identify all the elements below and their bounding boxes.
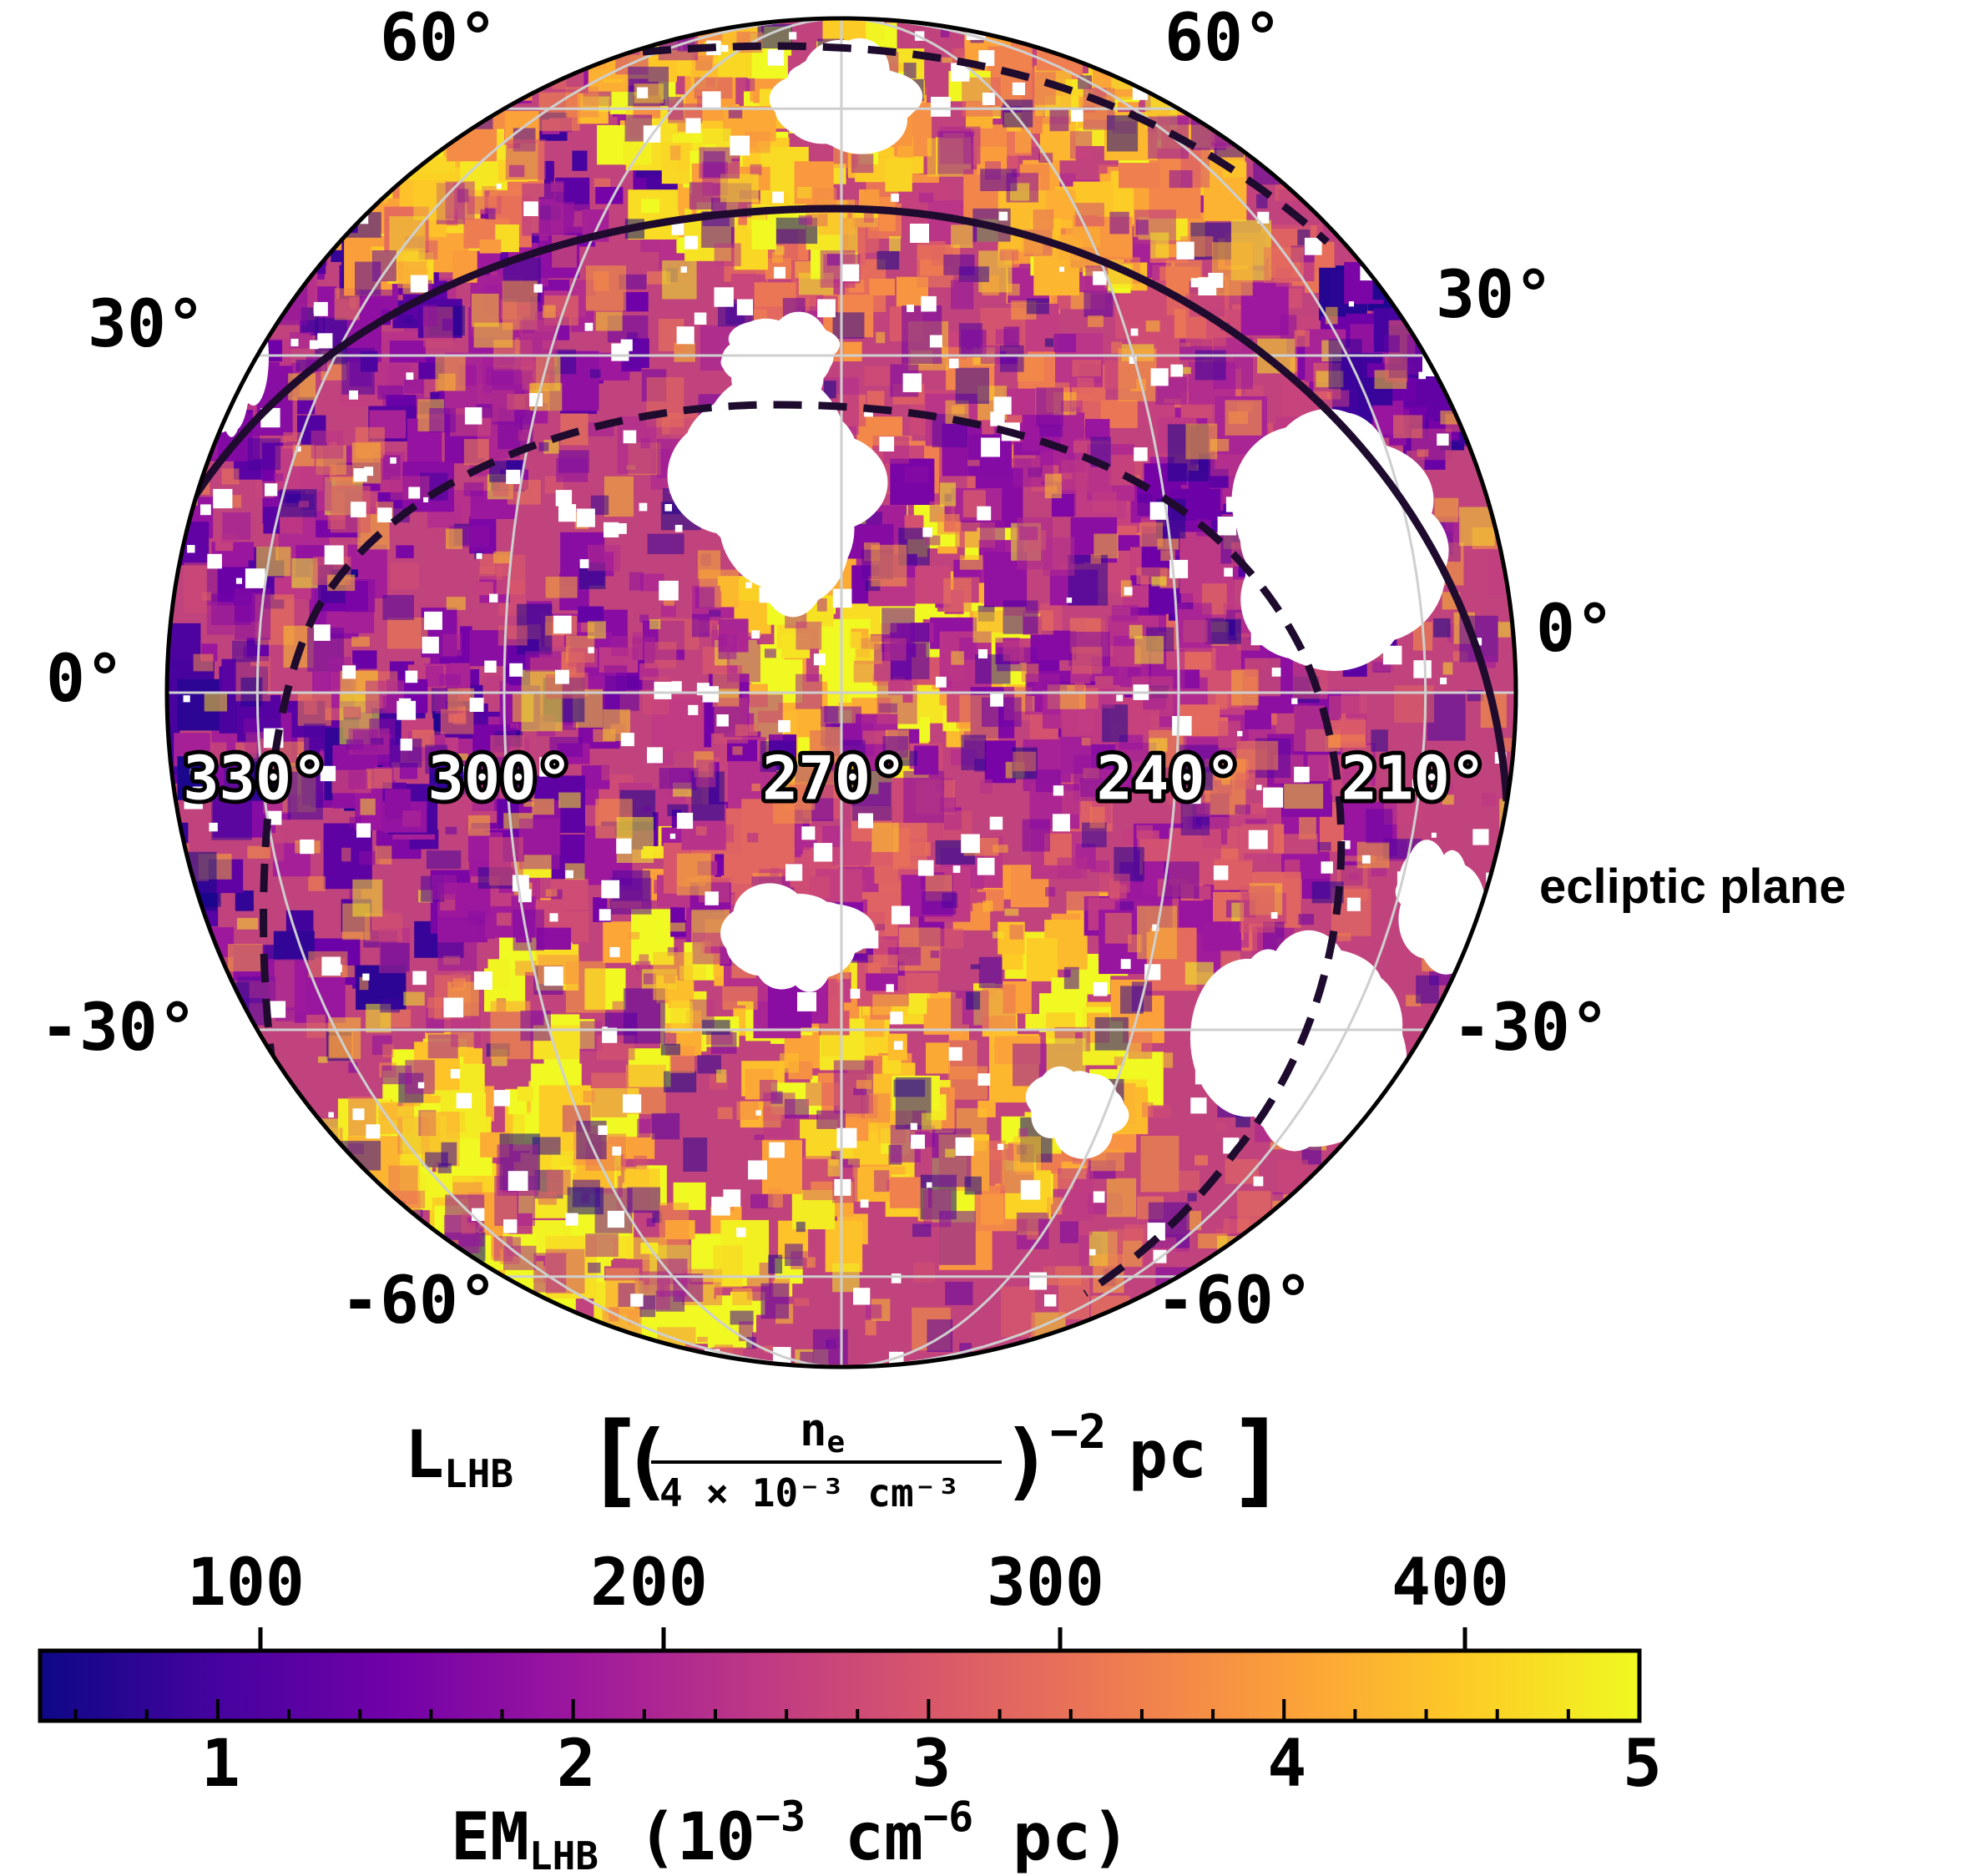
longitude-label: 270° [762,744,907,814]
latitude-label-right: 30° [1436,258,1553,333]
colorbar-top-exp: −2 [1050,1405,1106,1460]
ecliptic-plane-label: ecliptic plane [1539,860,1846,914]
colorbar-bottom-label: EMLHB (10−3 cm−6 pc) [451,1793,1130,1876]
longitude-gridline [503,18,842,1367]
colorbar-bottom-tick-label: 1 [201,1727,240,1802]
latitude-label-right: -30° [1452,991,1609,1066]
colorbar-top-frac-num-sub: e [827,1425,846,1460]
longitude-gridline [841,18,1427,1367]
sky-map [164,16,1518,1369]
dashed-curve-inner [260,401,1346,1297]
latitude-label-left: 0° [46,642,124,717]
longitude-label: 210° [1341,744,1486,814]
colorbar-bottom-ticks: 1 2 3 4 5 [73,1699,1662,1802]
colorbar-top-frac-num: n [800,1404,827,1456]
colorbar-top-tick-label: 400 [1392,1546,1509,1621]
latitude-label-left: 30° [88,287,205,362]
latitude-labels-left: 60° 30° 0° -30° -60° [40,1,498,1339]
colorbar-top-unit: pc [1129,1418,1207,1493]
colorbar-top-frac-den: 4 × 10⁻³ cm⁻³ [659,1470,960,1515]
longitude-label: 300° [428,744,573,814]
colorbar-bottom-label-end: pc) [973,1800,1130,1875]
latitude-label-left: -60° [341,1263,498,1339]
latitude-label-right: 60° [1164,1,1282,76]
colorbar-top-tick-label: 300 [987,1546,1104,1621]
map-boundary [164,16,1518,1369]
svg-text:): ) [1002,1412,1052,1510]
colorbar-top-label-main: L [405,1418,444,1493]
svg-text:LLHB: LLHB [405,1418,513,1496]
colorbar-top-tick-label: 200 [590,1546,708,1621]
longitude-gridline [255,18,842,1367]
longitude-labels: 330° 300° 270° 240° 210° [179,739,1490,818]
colorbar-bottom-label-sub: LHB [529,1833,599,1876]
colorbar-bottom-tick-label: 5 [1623,1727,1662,1802]
colorbar-top-ticks: 100 200 300 400 [187,1546,1509,1651]
latitude-label-left: 60° [380,1,498,76]
colorbar-bottom-label-units: (10 [599,1800,755,1875]
colorbar-top-tick-label: 100 [187,1546,305,1621]
latitude-label-left: -30° [40,991,197,1066]
colorbar-bottom-tick-label: 2 [557,1727,596,1802]
colorbar-bottom-label-exp2: −6 [923,1793,973,1841]
svg-text:]: ] [1227,1402,1287,1518]
colorbar-bottom-tick-label: 3 [912,1727,951,1802]
dashed-curve-north [642,42,1330,245]
colorbar-bottom-label-exp1: −3 [755,1793,806,1841]
latitude-label-right: 0° [1536,592,1614,667]
colorbar-bottom-label-mid: cm [806,1800,923,1875]
masked-regions [167,20,1516,1367]
colorbar-top-label-sub: LHB [444,1451,513,1496]
longitude-label: 330° [183,744,327,814]
colorbar-bottom-label-main: EM [451,1800,529,1875]
overlay-curves [167,42,1511,1297]
longitude-label: 240° [1097,744,1241,814]
latitude-labels-right: 60° 30° 0° -30° -60° [1156,1,1614,1339]
svg-text:ne: ne [800,1404,845,1460]
ecliptic-plane-curve [167,204,1511,802]
latitude-label-right: -60° [1156,1263,1313,1339]
colorbar-bar [38,1648,1642,1723]
colorbar-bottom-tick-label: 4 [1267,1727,1306,1802]
longitude-gridline [841,18,1180,1367]
colorbar-top-label: LLHB [ ( ne 4 × 10⁻³ cm⁻³ ) −2 pc ] [405,1402,1287,1518]
colorbar: 1 2 3 4 5 100 200 300 400 [38,1546,1662,1802]
